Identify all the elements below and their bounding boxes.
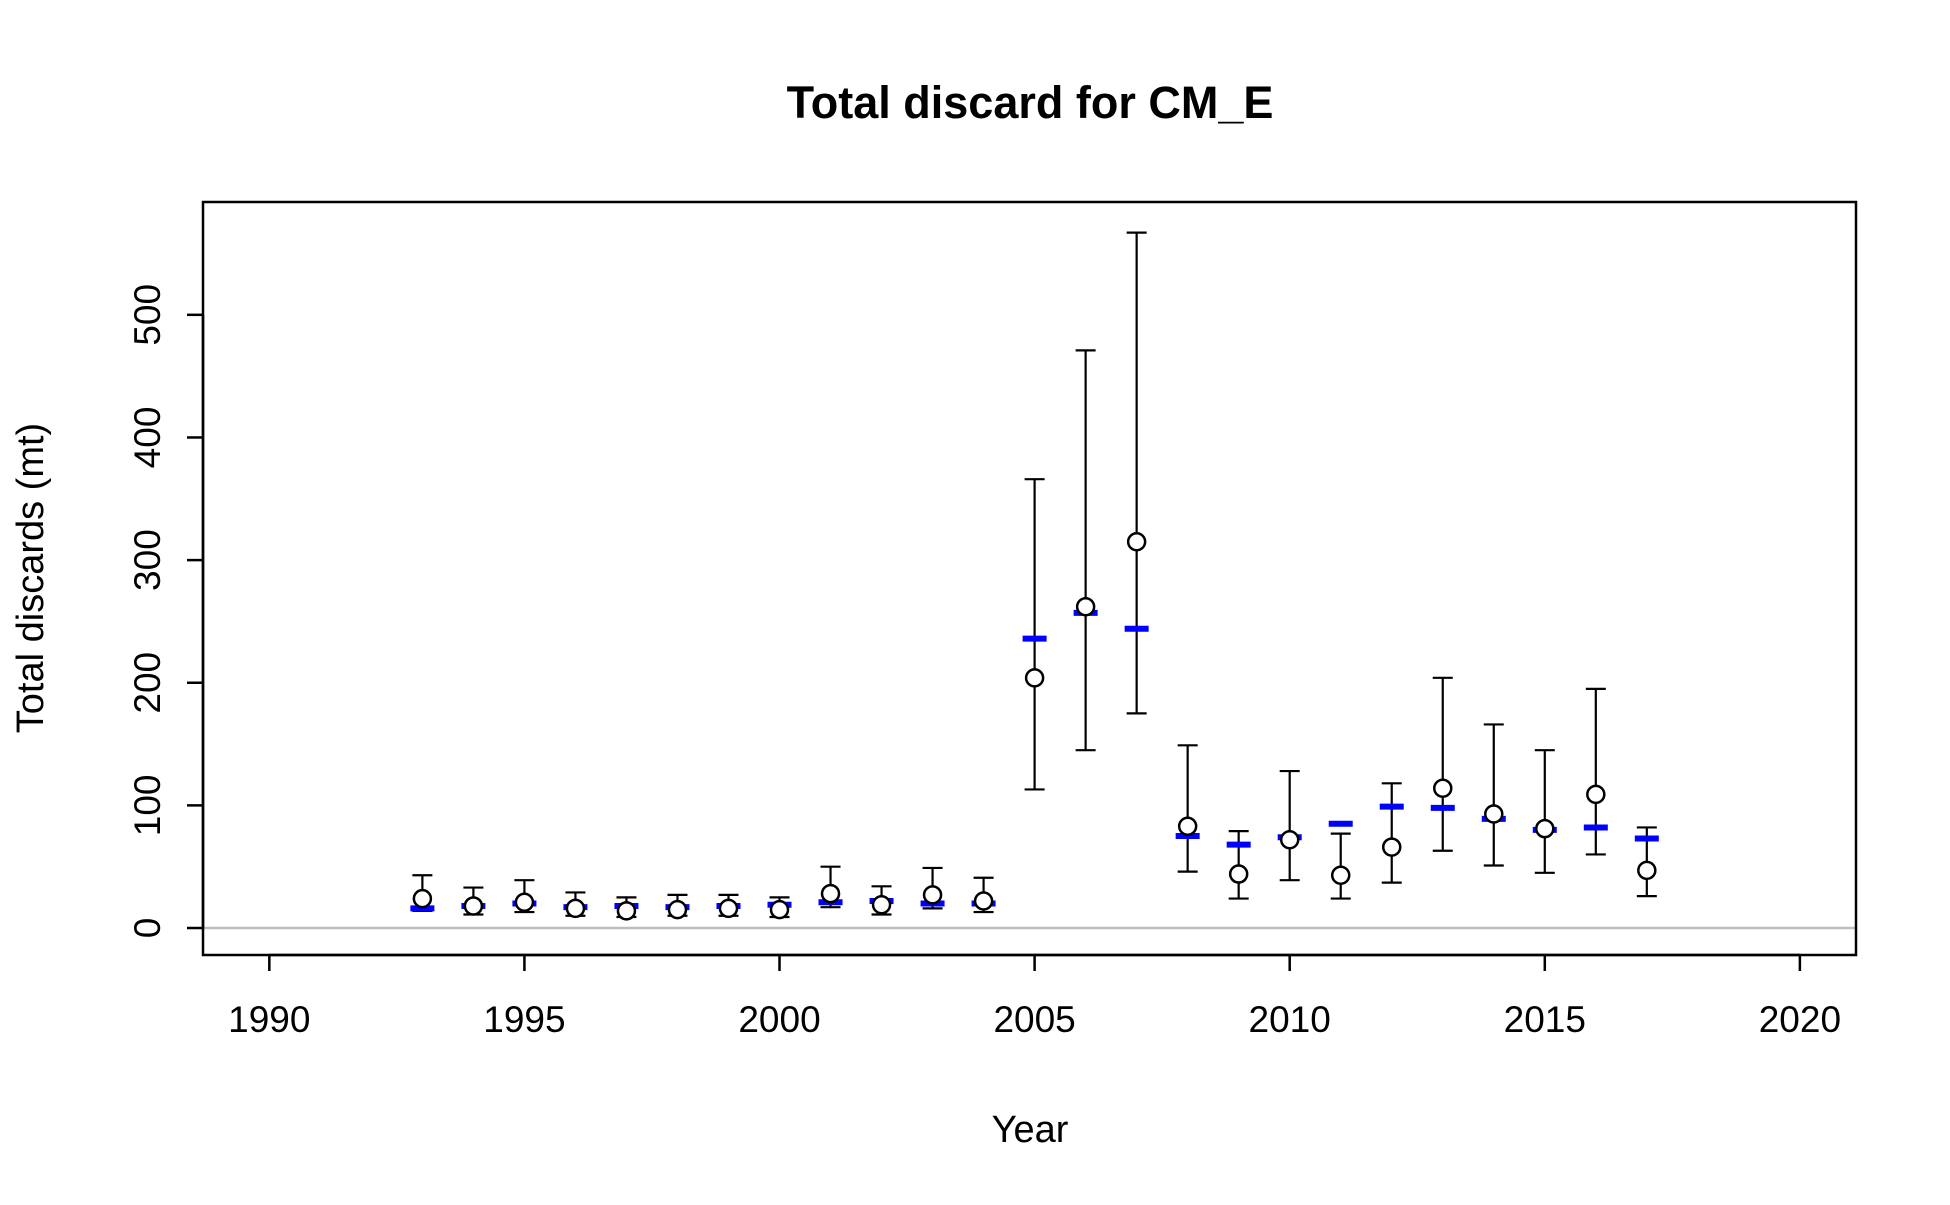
observed-point bbox=[514, 892, 535, 913]
y-axis-label: Total discards (mt) bbox=[10, 423, 52, 733]
observed-point bbox=[769, 899, 790, 920]
observed-point bbox=[1177, 816, 1198, 836]
error-bars-layer bbox=[412, 231, 1657, 919]
y-tick-label: 300 bbox=[127, 529, 168, 591]
observed-point bbox=[1484, 804, 1504, 824]
x-tick-label: 2010 bbox=[1249, 999, 1331, 1040]
x-axis-label: Year bbox=[992, 1109, 1069, 1151]
observed-point bbox=[1075, 596, 1096, 617]
observed-point bbox=[565, 898, 586, 919]
x-tick-label: 2015 bbox=[1504, 999, 1586, 1040]
observed-point bbox=[463, 896, 484, 916]
observed-points-layer bbox=[412, 531, 1657, 921]
y-axis: 0 100 200 300 400 500 bbox=[127, 284, 205, 939]
observed-point bbox=[667, 899, 688, 920]
observed-point bbox=[1535, 818, 1555, 839]
y-tick-label: 0 bbox=[127, 918, 168, 939]
observed-point bbox=[718, 898, 739, 919]
chart-title: Total discard for CM_E bbox=[787, 77, 1274, 128]
observed-point bbox=[1586, 784, 1606, 805]
plot-frame bbox=[201, 200, 1858, 957]
x-axis: 1990 1995 2000 2005 2010 2015 2020 bbox=[228, 953, 1841, 1040]
observed-point bbox=[1024, 668, 1045, 688]
y-tick-label: 100 bbox=[127, 775, 168, 837]
observed-point bbox=[616, 901, 637, 921]
observed-point bbox=[1330, 865, 1351, 886]
observed-point bbox=[871, 894, 892, 915]
observed-point bbox=[922, 885, 943, 905]
x-tick-label: 2005 bbox=[993, 999, 1075, 1040]
y-tick-label: 200 bbox=[127, 652, 168, 714]
observed-point bbox=[973, 891, 994, 911]
observed-point bbox=[1433, 778, 1453, 798]
observed-point bbox=[1126, 531, 1147, 552]
y-tick-label: 500 bbox=[127, 284, 168, 346]
x-tick-label: 1995 bbox=[483, 999, 565, 1040]
observed-point bbox=[820, 883, 841, 904]
observed-point bbox=[1637, 860, 1657, 881]
x-tick-label: 2020 bbox=[1759, 999, 1841, 1040]
y-tick-label: 400 bbox=[127, 407, 168, 469]
observed-point bbox=[1279, 829, 1300, 850]
x-tick-label: 2000 bbox=[738, 999, 820, 1040]
x-tick-label: 1990 bbox=[228, 999, 310, 1040]
observed-point bbox=[412, 888, 433, 909]
observed-point bbox=[1228, 864, 1249, 884]
observed-point bbox=[1381, 837, 1402, 857]
